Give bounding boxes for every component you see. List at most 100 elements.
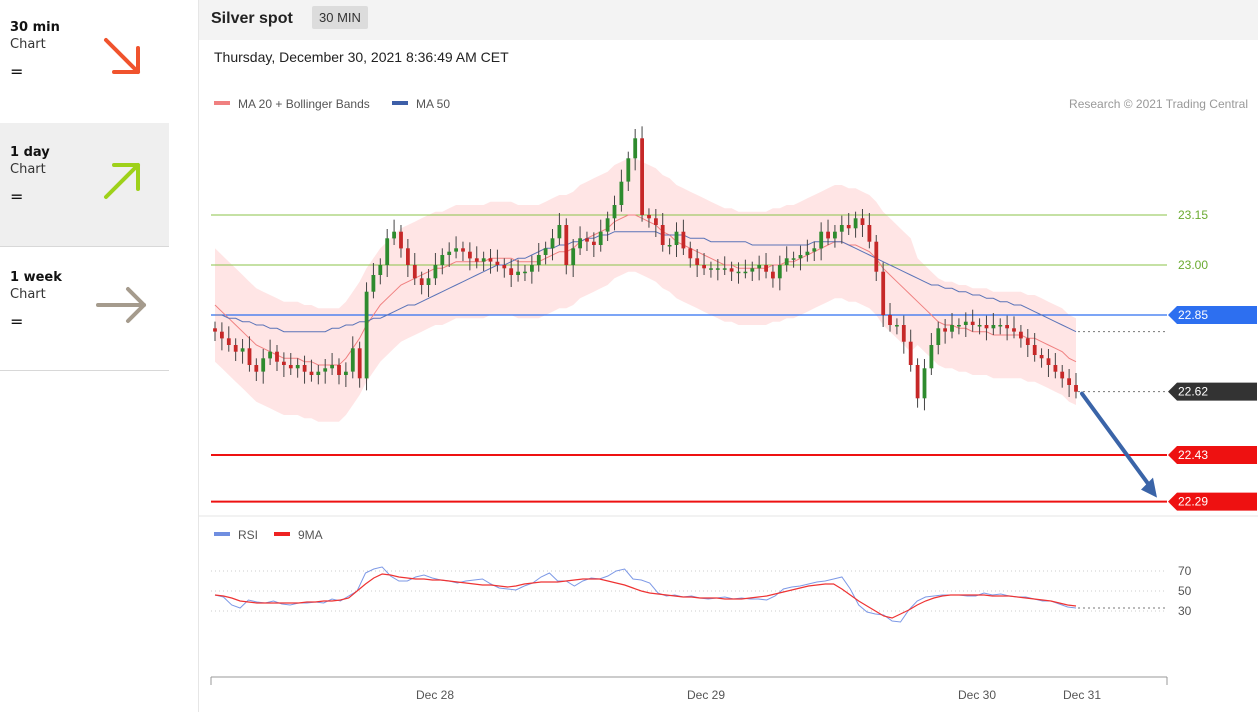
candle-body: [433, 265, 438, 279]
candle-body: [777, 265, 782, 279]
candle-body: [908, 341, 913, 365]
candle-body: [226, 338, 231, 345]
candle-body: [523, 271, 527, 274]
candle-body: [330, 365, 334, 369]
sidebar-item-30-min[interactable]: 30 min Chart =: [0, 0, 169, 124]
legend-label-ma20: MA 20 + Bollinger Bands: [238, 97, 370, 111]
candle-body: [481, 258, 486, 262]
candle-body: [688, 248, 693, 259]
candle-body: [371, 275, 376, 292]
candle-body: [495, 261, 500, 265]
candle-body: [977, 325, 982, 327]
up-right-arrow-icon: [104, 163, 140, 199]
candle-body: [557, 225, 562, 239]
sidebar-item-name: 30 min: [10, 20, 60, 35]
candle-body: [350, 348, 355, 372]
candle-body: [729, 268, 734, 272]
x-tick-dec-31: Dec 31: [1063, 688, 1101, 702]
sidebar-item-1-week[interactable]: 1 week Chart =: [0, 247, 169, 371]
candle-body: [220, 331, 224, 339]
candle-body: [860, 218, 865, 225]
ma20-line: [214, 214, 1077, 366]
rsi-9ma-line: [214, 573, 1077, 619]
candle-body: [991, 325, 996, 329]
candle-body: [1074, 385, 1078, 392]
candle-body: [585, 238, 589, 242]
sidebar-item-sub: Chart: [10, 287, 46, 302]
candle-body: [1053, 365, 1058, 372]
candle-body: [667, 245, 672, 247]
rsi-tick-30: 30: [1178, 604, 1192, 618]
candle-body: [385, 238, 390, 265]
candle-body: [392, 231, 396, 239]
candle-body: [722, 268, 727, 270]
legend-label-ma50: MA 50: [416, 97, 450, 111]
candle-body: [833, 231, 837, 239]
candle-body: [826, 231, 830, 239]
candle-body: [406, 248, 410, 265]
candle-body: [943, 328, 947, 332]
candle-body: [323, 368, 328, 372]
candle-body: [530, 265, 534, 272]
legend-label-rsi: RSI: [238, 528, 258, 542]
rsi-line: [214, 566, 1077, 623]
candle-body: [509, 268, 514, 275]
candle-body: [1025, 338, 1030, 345]
candle-body: [543, 248, 548, 255]
level-23-15-label: 23.15: [1178, 208, 1208, 222]
candle-body: [647, 215, 651, 219]
candle-body: [282, 361, 286, 365]
forecast-arrow-line: [1080, 391, 1153, 490]
candle-body: [695, 258, 700, 265]
candle-body: [895, 325, 899, 327]
candle-body: [743, 271, 748, 274]
candle-body: [1060, 371, 1065, 379]
chart-datetime: Thursday, December 30, 2021 8:36:49 AM C…: [214, 49, 509, 65]
candle-body: [791, 258, 796, 260]
candle-body: [488, 258, 493, 262]
candle-body: [1039, 355, 1044, 359]
sidebar-item-1-day[interactable]: 1 day Chart =: [0, 123, 169, 247]
candle-body: [853, 218, 858, 229]
candle-body: [1019, 331, 1023, 339]
candle-body: [1012, 328, 1016, 332]
candle-body: [626, 158, 631, 182]
candle-body: [213, 328, 217, 332]
level-22-85-label: 22.85: [1178, 308, 1208, 322]
candle-body: [1032, 345, 1037, 355]
candle-body: [633, 138, 638, 159]
candle-body: [344, 371, 348, 375]
candle-body: [1005, 325, 1009, 329]
forecast-arrow-head: [1141, 477, 1157, 498]
bollinger-band: [215, 158, 1076, 422]
candle-body: [268, 351, 272, 359]
candle-body: [502, 265, 507, 269]
candle-body: [550, 238, 555, 249]
candle-body: [412, 265, 417, 279]
candle-body: [681, 231, 686, 249]
candle-body: [674, 231, 679, 245]
x-tick-dec-29: Dec 29: [687, 688, 725, 702]
rsi-tick-50: 50: [1178, 584, 1192, 598]
chart-credit: Research © 2021 Trading Central: [1069, 97, 1248, 111]
sidebar-item-name: 1 day: [10, 145, 50, 160]
candle-body: [846, 225, 851, 229]
level-22-43-tag: [1168, 446, 1257, 464]
candle-body: [771, 271, 775, 279]
level-22-85-tag: [1168, 306, 1257, 324]
candle-body: [640, 138, 644, 215]
candle-body: [936, 328, 941, 345]
candle-body: [736, 271, 741, 274]
candle-body: [784, 258, 789, 265]
candle-body: [812, 248, 817, 252]
candle-body: [605, 218, 610, 232]
level-22-43-label: 22.43: [1178, 448, 1208, 462]
legend-swatch-ma20: [214, 101, 230, 105]
instrument-title: Silver spot: [211, 10, 293, 27]
candle-body: [660, 225, 665, 245]
level-22-62-label: 22.62: [1178, 385, 1208, 399]
candle-body: [364, 291, 369, 379]
timeframe-badge[interactable]: 30 MIN: [312, 6, 368, 29]
x-tick-dec-30: Dec 30: [958, 688, 996, 702]
candle-body: [1046, 358, 1051, 365]
